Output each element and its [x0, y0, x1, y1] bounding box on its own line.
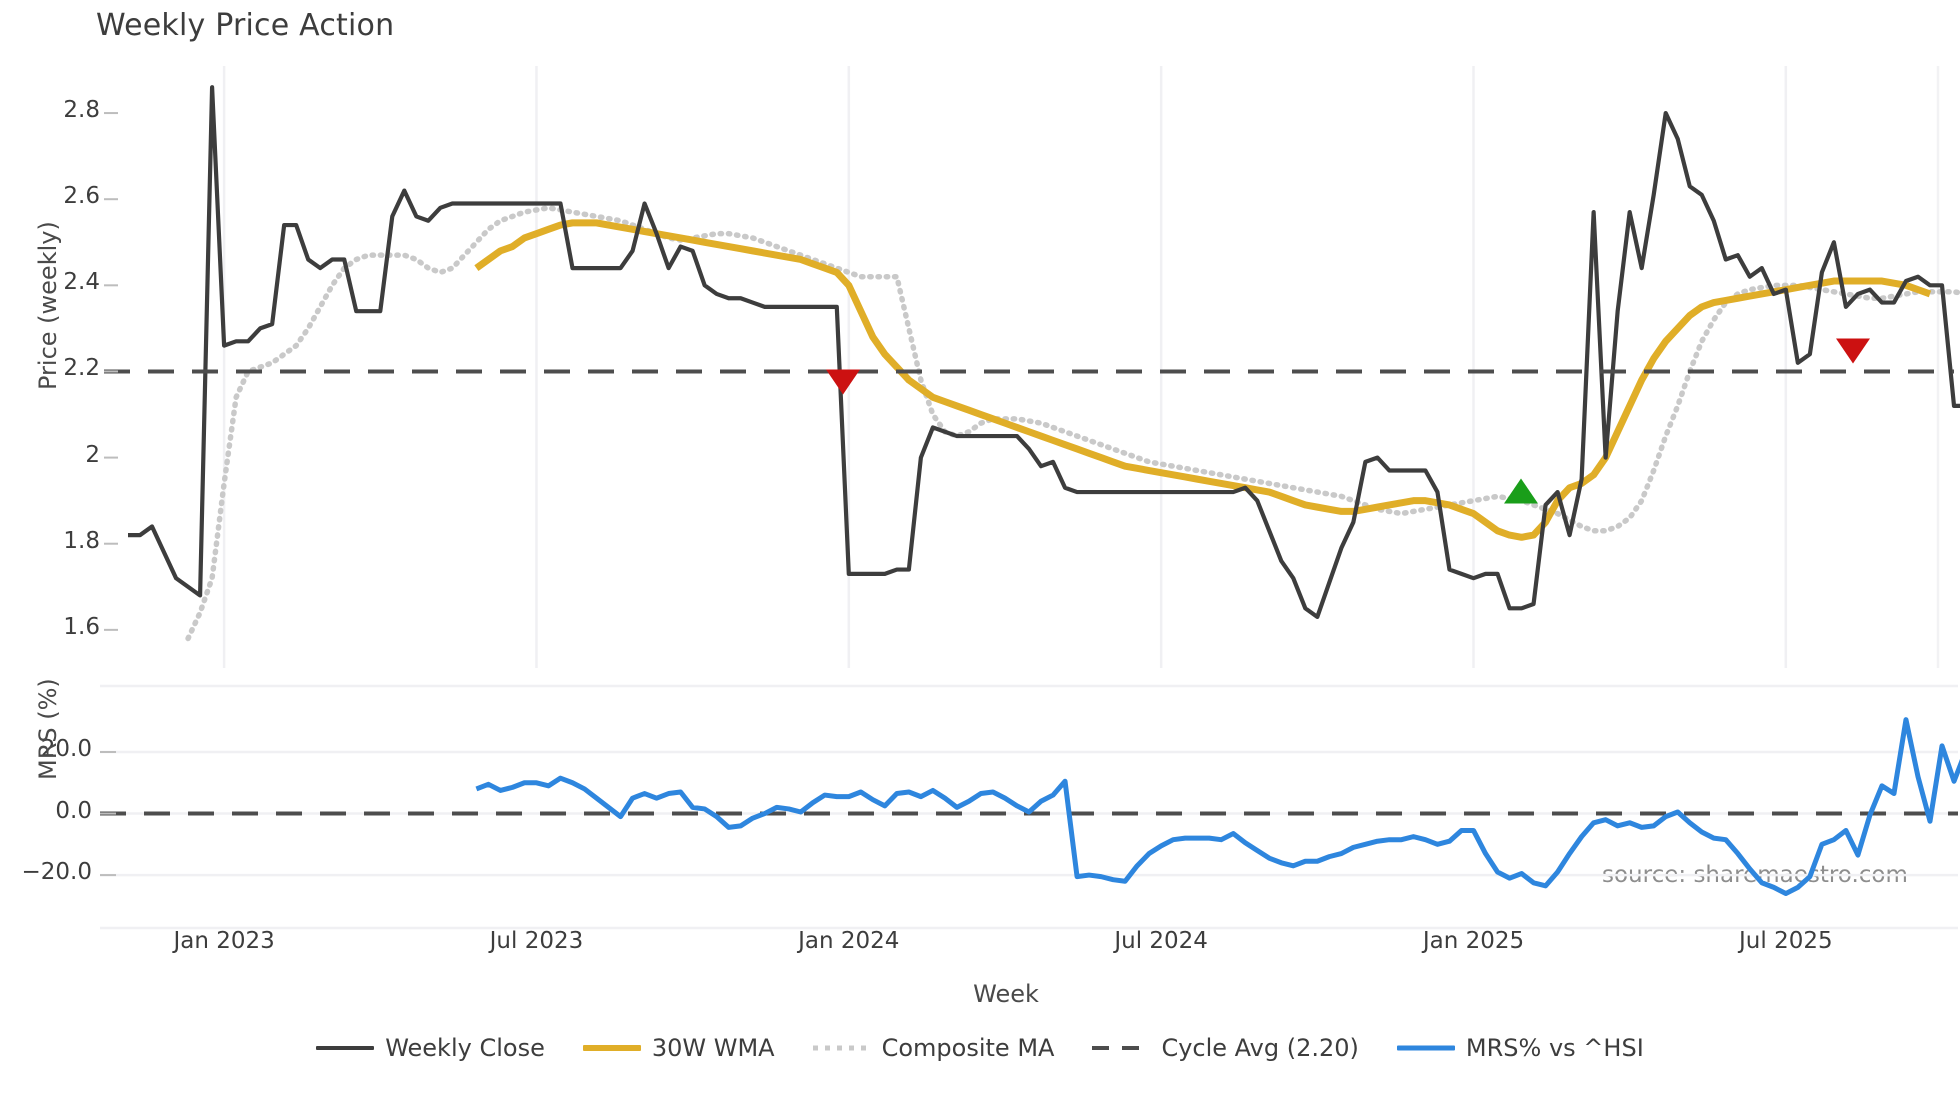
mrs-y-tick: −20.0: [21, 859, 92, 886]
price-series-30w-wma: [474, 219, 1932, 541]
page-title: Weekly Price Action: [96, 8, 395, 43]
marker-sell-signal-0[interactable]: [826, 369, 860, 395]
legend-swatch-icon: [812, 1037, 871, 1059]
x-axis-tick: Jul 2023: [489, 928, 584, 954]
legend-label: MRS% vs ^HSI: [1465, 1034, 1644, 1062]
legend-swatch-icon: [1396, 1037, 1455, 1059]
marker-buy-signal-1[interactable]: [1504, 478, 1538, 504]
legend-swatch-icon: [582, 1037, 641, 1059]
mrs-y-tick: 0.0: [55, 797, 92, 824]
x-axis-title: Week: [973, 980, 1039, 1008]
x-axis-tick: Jul 2024: [1114, 928, 1208, 954]
price-y-tick: 2: [85, 441, 100, 468]
price-series-composite-ma: [185, 205, 1960, 642]
legend-label: Cycle Avg (2.20): [1161, 1034, 1359, 1062]
legend-item-weekly-close[interactable]: Weekly Close: [316, 1034, 545, 1062]
mrs-y-tick: 20.0: [40, 736, 92, 762]
x-axis-tick: Jan 2023: [173, 928, 275, 954]
price-y-tick: 1.8: [63, 527, 100, 554]
legend-label: Composite MA: [881, 1034, 1055, 1062]
mrs-series-line: [475, 717, 1960, 897]
legend-label: Weekly Close: [385, 1034, 545, 1062]
x-axis-tick: Jul 2025: [1739, 928, 1833, 954]
price-y-tick: 2.4: [63, 269, 100, 296]
price-y-tick: 1.6: [63, 613, 100, 640]
legend-swatch-icon: [316, 1037, 375, 1059]
price-series-weekly-close: [128, 85, 1960, 620]
x-axis-tick: Jan 2024: [798, 928, 900, 954]
legend-item-30w-wma[interactable]: 30W WMA: [582, 1034, 775, 1062]
price-y-tick: 2.2: [63, 355, 100, 382]
legend-item-cycle-avg-2-20[interactable]: Cycle Avg (2.20): [1092, 1034, 1359, 1062]
legend-swatch-icon: [1092, 1037, 1151, 1059]
marker-sell-signal-2[interactable]: [1836, 338, 1870, 364]
chart-legend: Weekly Close 30W WMA Composite MA Cycle Avg…: [0, 1034, 1960, 1062]
x-axis-tick: Jan 2025: [1422, 928, 1525, 954]
legend-item-composite-ma[interactable]: Composite MA: [812, 1034, 1055, 1062]
legend-label: 30W WMA: [651, 1034, 775, 1062]
legend-item-mrs-vs-hsi[interactable]: MRS% vs ^HSI: [1396, 1034, 1644, 1062]
price-y-tick: 2.8: [63, 97, 100, 124]
price-y-tick: 2.6: [63, 183, 100, 210]
